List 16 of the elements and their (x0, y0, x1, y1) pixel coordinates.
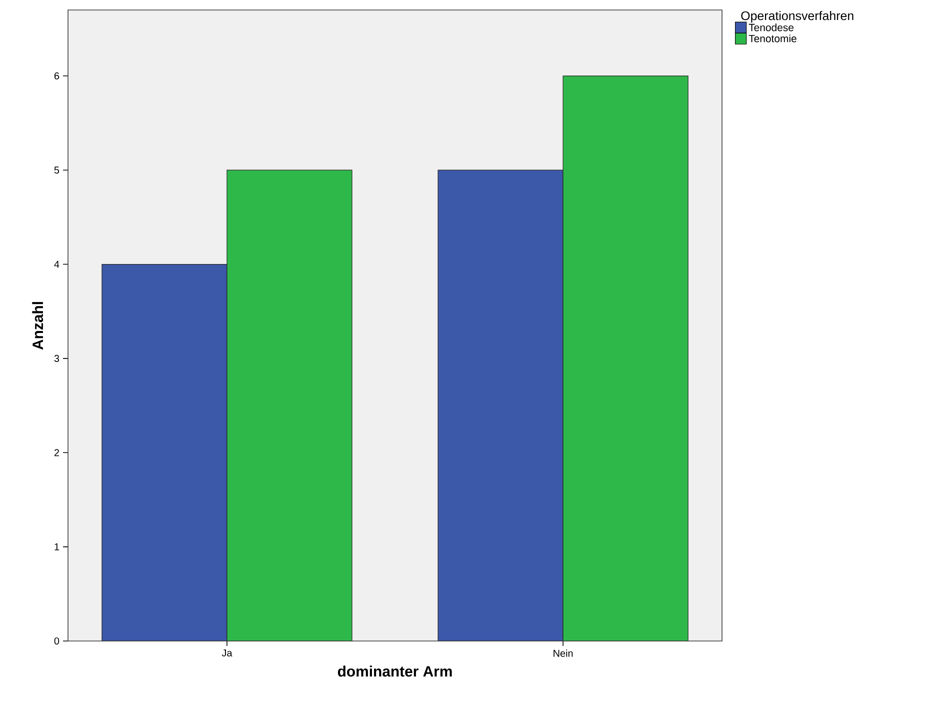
legend-label: Tenodese (748, 24, 794, 32)
y-axis-title: Anzahl (32, 302, 44, 350)
legend-title: Operationsverfahren (741, 11, 854, 23)
legend-label: Tenotomie (748, 34, 796, 42)
y-tick-label: 2 (54, 449, 59, 456)
x-tick-label: Ja (222, 650, 232, 656)
y-tick-label: 5 (54, 166, 60, 174)
y-tick-label: 4 (54, 260, 60, 268)
bar (102, 264, 228, 641)
y-tick-label: 0 (54, 637, 60, 645)
x-axis-title: dominanter Arm (338, 666, 452, 677)
y-tick-label: 6 (54, 72, 60, 80)
bar (438, 170, 564, 641)
y-tick-label: 3 (54, 354, 60, 362)
x-tick-label: Nein (554, 650, 573, 657)
y-tick-label: 1 (54, 543, 60, 550)
